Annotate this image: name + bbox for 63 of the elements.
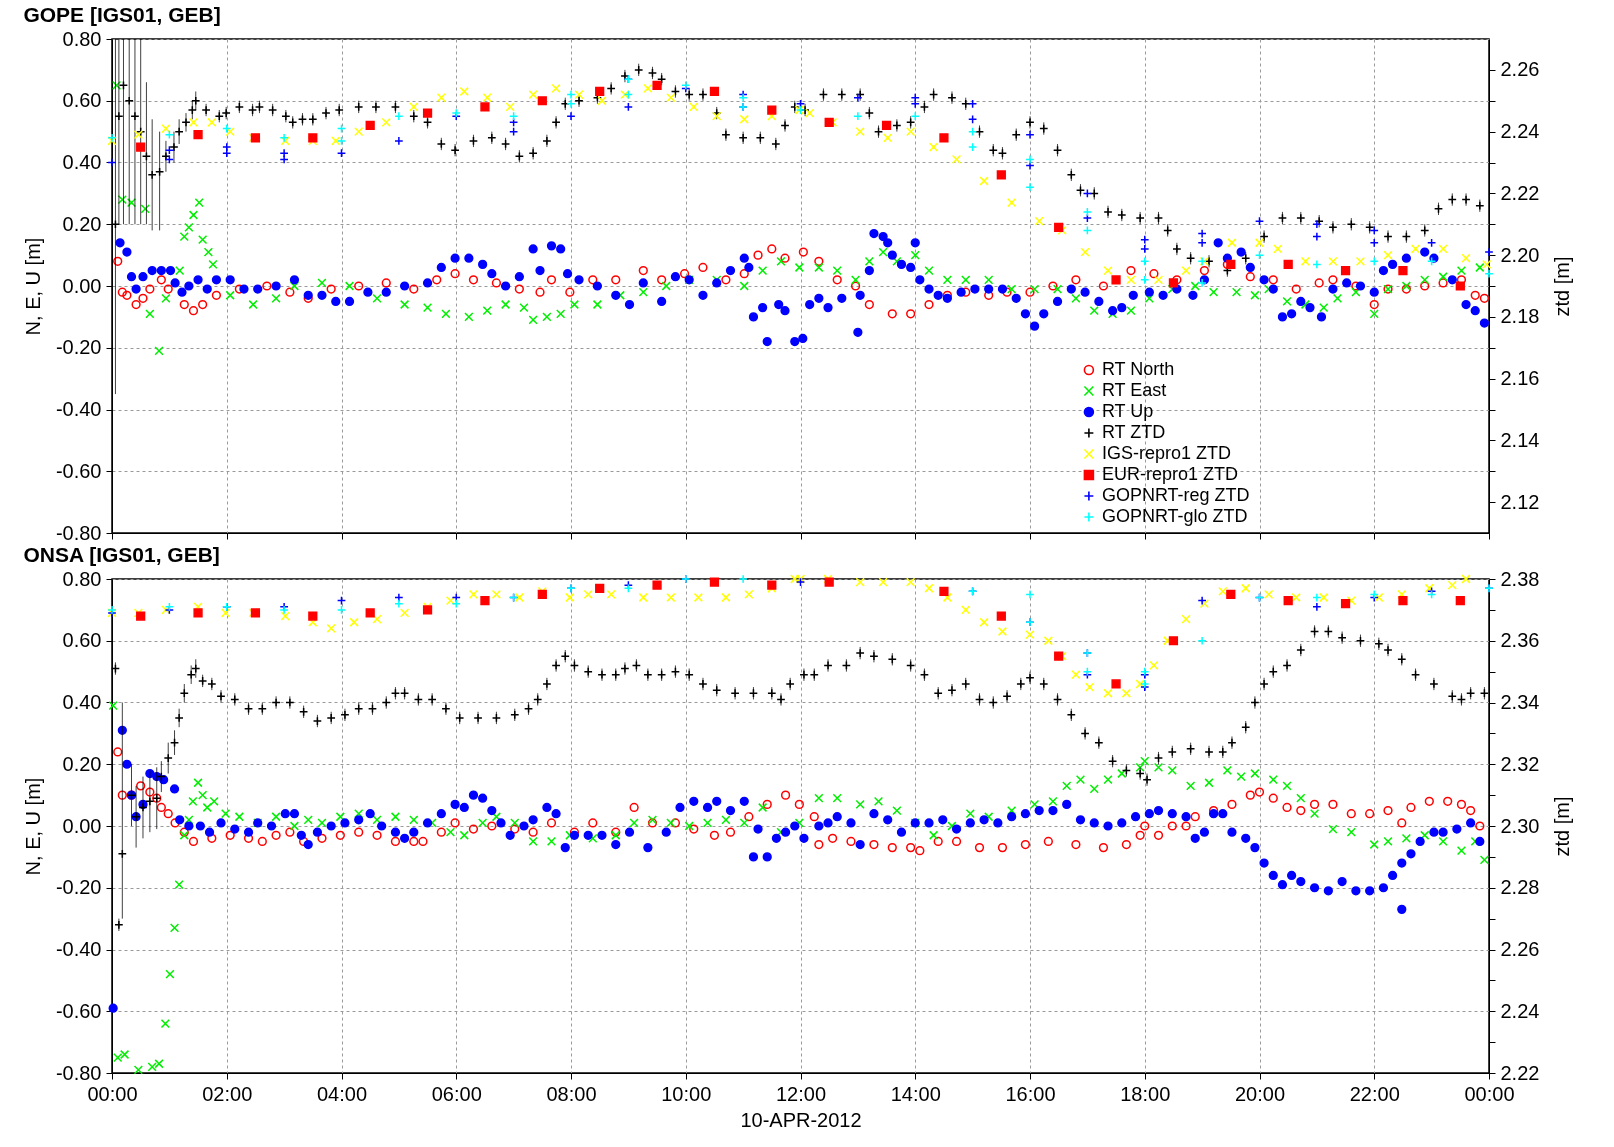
y2-tick-label: 2.22 <box>1500 181 1540 204</box>
legend-label: RT ZTD <box>1101 422 1166 442</box>
x-axis-title: 10-APR-2012 <box>740 1108 862 1131</box>
x-tick-label: 06:00 <box>431 1082 482 1105</box>
y2-axis-title: ztd [m] <box>1551 796 1574 857</box>
y2-tick-label: 2.16 <box>1500 367 1540 390</box>
y-tick-label: -0.40 <box>55 938 102 960</box>
y-tick-label: -0.20 <box>55 876 102 899</box>
y2-tick-label: 2.34 <box>1500 691 1540 713</box>
y-axis-title: N, E, U [m] <box>21 777 44 876</box>
y-tick-label: 0.00 <box>62 274 102 297</box>
y2-tick-label: 2.12 <box>1500 490 1540 513</box>
x-tick-label: 14:00 <box>890 1082 941 1105</box>
y-axis-title: N, E, U [m] <box>21 237 44 336</box>
y-tick-label: -0.60 <box>55 459 102 482</box>
legend-label: GOPNRT-reg ZTD <box>1101 485 1250 505</box>
y-tick-label: 0.60 <box>62 89 102 112</box>
y-tick-label: 0.00 <box>62 814 102 837</box>
y2-tick-label: 2.24 <box>1500 120 1540 143</box>
legend-label: IGS-repro1 ZTD <box>1101 443 1231 463</box>
x-tick-label: 12:00 <box>775 1082 827 1105</box>
y2-tick-label: 2.20 <box>1500 243 1540 266</box>
legend-label: EUR-repro1 ZTD <box>1101 464 1238 484</box>
y2-tick-label: 2.22 <box>1500 1061 1540 1084</box>
x-tick-label: 18:00 <box>1120 1082 1171 1105</box>
y-tick-label: 0.20 <box>62 212 102 235</box>
y-tick-label: 0.40 <box>62 691 102 713</box>
legend-label: RT East <box>1101 380 1167 400</box>
x-tick-label: 20:00 <box>1234 1082 1286 1105</box>
x-tick-label: 16:00 <box>1005 1082 1056 1105</box>
x-tick-label: 10:00 <box>661 1082 712 1105</box>
chart-title: GOPE [IGS01, GEB] <box>23 3 221 26</box>
x-tick-label: 22:00 <box>1349 1082 1400 1105</box>
y-tick-label: -0.40 <box>55 398 102 420</box>
legend-label: RT Up <box>1101 401 1154 421</box>
y-tick-label: -0.20 <box>55 336 102 359</box>
y-tick-label: -0.80 <box>55 521 102 544</box>
y2-tick-label: 2.32 <box>1500 752 1540 775</box>
y2-tick-label: 2.26 <box>1500 938 1540 960</box>
y2-axis-title: ztd [m] <box>1551 256 1574 317</box>
y2-tick-label: 2.18 <box>1500 305 1540 328</box>
y2-tick-label: 2.36 <box>1500 629 1540 652</box>
y-tick-label: 0.60 <box>62 629 102 652</box>
x-tick-label: 00:00 <box>1464 1082 1515 1105</box>
y2-tick-label: 2.38 <box>1500 567 1540 590</box>
y2-tick-label: 2.24 <box>1500 999 1540 1022</box>
x-tick-label: 04:00 <box>316 1082 368 1105</box>
x-tick-label: 08:00 <box>546 1082 597 1105</box>
y2-tick-label: 2.30 <box>1500 814 1540 837</box>
x-tick-label: 02:00 <box>202 1082 253 1105</box>
y-tick-label: -0.60 <box>55 999 102 1022</box>
y-tick-label: 0.80 <box>62 567 102 590</box>
y-tick-label: 0.20 <box>62 752 102 775</box>
x-tick-label: 00:00 <box>87 1082 138 1105</box>
y2-tick-label: 2.28 <box>1500 876 1540 899</box>
legend-label: GOPNRT-glo ZTD <box>1101 506 1248 526</box>
y2-tick-label: 2.26 <box>1500 58 1540 81</box>
y-tick-label: -0.80 <box>55 1061 102 1084</box>
y2-tick-label: 2.14 <box>1500 428 1540 451</box>
y-tick-label: 0.40 <box>62 151 102 173</box>
y-tick-label: 0.80 <box>62 27 102 50</box>
chart-title: ONSA [IGS01, GEB] <box>23 543 220 566</box>
legend-label: RT North <box>1101 359 1175 379</box>
